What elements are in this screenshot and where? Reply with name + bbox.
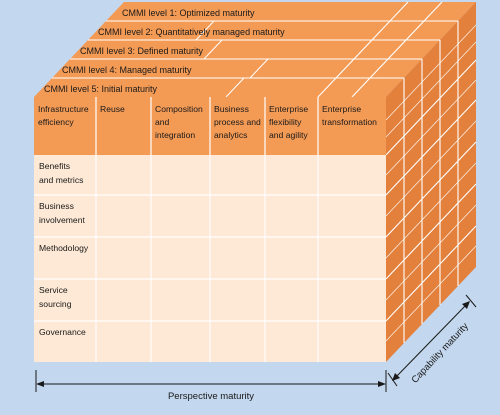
level-label: CMMI level 5: Initial maturity	[44, 84, 158, 94]
side-sub-line	[385, 162, 477, 259]
column-header: Enterprise flexibility and agility	[269, 104, 308, 140]
row-label: Governance	[39, 327, 86, 337]
top-cell-line	[195, 20, 215, 41]
side-row-line	[385, 225, 477, 322]
top-cell-line	[203, 39, 223, 60]
column-header: Reuse	[100, 104, 125, 114]
side-sub-line	[385, 41, 477, 138]
row-label: Methodology	[39, 243, 89, 253]
perspective-arrow-left	[36, 381, 44, 387]
cap-arrow-start	[392, 373, 400, 381]
top-cell-line	[249, 58, 269, 79]
column-header: Business process and analytics	[214, 104, 261, 140]
cap-arrow-end	[462, 301, 470, 309]
cap-tick-end	[465, 294, 477, 308]
top-face	[34, 2, 476, 97]
perspective-axis-label: Perspective maturity	[168, 391, 254, 402]
row-label: Service sourcing	[39, 285, 72, 309]
level-label: CMMI level 2: Quantitatively managed mat…	[98, 27, 285, 37]
side-sub-line	[385, 120, 477, 217]
row-label: Business involvement	[39, 201, 85, 225]
top-depth-line	[317, 1, 409, 98]
side-sub-line	[385, 204, 477, 301]
side-sub-line	[385, 245, 477, 342]
row-label: Benefits and metrics	[39, 161, 83, 185]
level-label: CMMI level 3: Defined maturity	[80, 46, 204, 56]
side-face	[386, 2, 476, 362]
level-label: CMMI level 1: Optimized maturity	[122, 8, 255, 18]
top-depth-line	[351, 1, 443, 98]
top-cell-line	[225, 77, 245, 98]
column-header: Infrastructure efficiency	[38, 104, 89, 127]
column-header: Composition and integration	[155, 104, 203, 140]
side-row-line	[385, 99, 477, 196]
side-row-line	[385, 183, 477, 280]
side-sub-line	[385, 79, 477, 176]
side-sub-line	[385, 24, 477, 121]
level-label: CMMI level 4: Managed maturity	[62, 65, 192, 75]
side-row-line	[385, 141, 477, 238]
side-row-line	[385, 59, 477, 156]
perspective-arrow-right	[378, 381, 386, 387]
capability-axis-line	[394, 303, 468, 379]
column-header: Enterprise transformation	[322, 104, 377, 127]
cap-tick-start	[387, 372, 398, 387]
